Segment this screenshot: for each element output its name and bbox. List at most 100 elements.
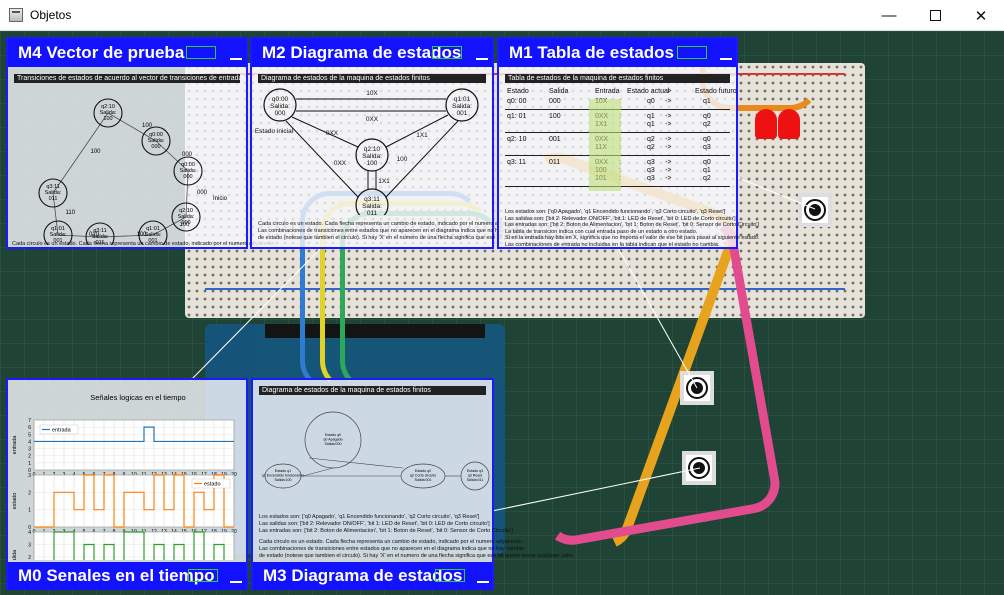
table-cell-salida: 001 (549, 136, 561, 143)
panel-m1-tabla[interactable]: M1 Tabla de estados Tabla de estados de … (497, 37, 759, 249)
state-circle (43, 220, 73, 245)
state-label: q3:11 (46, 184, 59, 190)
legend-label: entrada (52, 428, 72, 434)
table-cell-actual: q2 (647, 144, 655, 151)
panel-header: Transiciones de estados de acuerdo al ve… (14, 74, 240, 83)
node-label: Salida:100 (275, 478, 292, 482)
note-line: Las salidas son: ['bit 2: Relevador ON/O… (505, 215, 736, 222)
node-label: Estado q2 (415, 469, 431, 473)
svg-text:Salida:: Salida: (362, 153, 382, 160)
y-tick-label: 4 (28, 439, 31, 445)
state-label: q2:10 (179, 208, 193, 214)
transition-arrow (155, 140, 189, 172)
table-cell-actual: q3 (647, 175, 655, 182)
state-circle (38, 178, 68, 208)
panel-footer: Cada circulo es un estado. Cada flecha r… (258, 221, 522, 227)
state-label: Salida: (180, 168, 197, 174)
y-tick-label: 3 (28, 447, 31, 453)
panel-m3-diagrama[interactable]: Diagrama de estados de la maquina de est… (251, 378, 575, 590)
edge-label: 100 (180, 222, 191, 228)
y-axis-label: estado (12, 493, 18, 510)
panel-minimize[interactable] (477, 581, 489, 583)
edge-label: 110 (66, 210, 76, 216)
svg-text:Salida:: Salida: (362, 203, 382, 210)
chart-title: Señales logicas en el tiempo (90, 393, 185, 402)
panel-minimize[interactable] (230, 581, 242, 583)
table-cell-arrow: -> (665, 144, 672, 151)
y-tick-label: 5 (28, 432, 31, 438)
note-line: Las salidas son: ['bit 2: Relevador ON/O… (259, 520, 490, 527)
table-cell-futuro: q3 (703, 144, 711, 151)
svg-text:1X1: 1X1 (416, 132, 428, 139)
node-label: Salida:000 (325, 442, 342, 446)
fiducial-marker (798, 193, 832, 227)
panel-footer: de estado (notese que tambien el circulo… (258, 235, 574, 241)
note-line: Las entradas son: ['bit 2: Boton de Alim… (505, 222, 759, 228)
state-label: 001 (148, 238, 157, 244)
panel-header: Diagrama de estados de la maquina de est… (259, 386, 486, 395)
table-cell-estado: q2: 10 (507, 136, 527, 143)
transition-arrow (302, 467, 334, 477)
state-label: 100 (181, 220, 190, 226)
state-circle (171, 202, 201, 232)
table-cell-salida: 000 (549, 98, 561, 105)
y-tick-label: 0 (28, 468, 31, 474)
edge-label: 100 (91, 149, 102, 155)
table-cell-estado: q0: 00 (507, 98, 527, 105)
svg-text:0XX: 0XX (326, 130, 339, 137)
panel-m4-vector-prueba[interactable]: M4 Vector de prueba Transiciones de esta… (6, 37, 276, 249)
panel-m2-diagrama[interactable]: M2 Diagrama de estados Diagrama de estad… (250, 37, 574, 249)
panel-minimize[interactable] (230, 58, 242, 60)
table-cell-arrow: -> (665, 175, 672, 182)
state-label: 011 (49, 196, 58, 202)
maximize-button[interactable] (912, 0, 958, 31)
table-cell-estado: q1: 01 (507, 113, 527, 120)
y-tick-label: 3 (28, 543, 31, 549)
svg-text:q2:10: q2:10 (364, 146, 381, 153)
node-label: Salida:011 (467, 478, 484, 482)
panel-toggle[interactable] (186, 46, 216, 59)
panel-footer: Cada circulo es un estado. Cada flecha r… (12, 241, 276, 247)
svg-text:100: 100 (367, 160, 378, 167)
close-button[interactable]: ✕ (958, 0, 1004, 31)
table-cell-futuro: q1 (703, 98, 711, 105)
node-label: Estado q3 (467, 469, 483, 473)
state-label: q1:01 (146, 226, 160, 232)
y-tick-label: 3 (28, 473, 31, 479)
y-tick-label: 7 (28, 418, 31, 424)
transition-arrow (152, 216, 187, 236)
panel-minimize[interactable] (476, 58, 488, 60)
svg-text:Estado inicial: Estado inicial (255, 128, 294, 135)
m4-state-ring: q2:10Salida:100q0:00Salida:000q0:00Salid… (38, 98, 228, 245)
y-tick-label: 2 (28, 490, 31, 496)
panel-minimize[interactable] (720, 58, 732, 60)
note-line: Las combinaciones de entrada no incluida… (505, 241, 720, 248)
transition-arrow (52, 112, 109, 194)
panel-toggle[interactable] (435, 569, 465, 582)
table-cell-arrow: -> (665, 98, 672, 105)
svg-text:1X1: 1X1 (378, 178, 390, 185)
title-bar: Objetos — ✕ (0, 0, 1004, 31)
svg-text:000: 000 (275, 110, 286, 117)
panel-toggle[interactable] (188, 569, 218, 582)
panel-toggle[interactable] (432, 46, 462, 59)
start-label: Inicio (213, 196, 228, 202)
panel-m0-senales[interactable]: Señales logicas en el tiempo012345678910… (6, 378, 248, 590)
node-label: Estado q1 (275, 469, 291, 473)
signals-chart: Señales logicas en el tiempo012345678910… (12, 393, 237, 560)
table-cell-arrow: -> (665, 121, 672, 128)
state-label: q0:00 (181, 162, 195, 168)
node-label: q0 Apagado (323, 438, 342, 442)
series-line-estado (34, 474, 234, 528)
table-cell-futuro: q2 (703, 175, 711, 182)
app-icon (9, 8, 23, 22)
transition-arrow (308, 457, 404, 469)
panel-toggle[interactable] (677, 46, 707, 59)
legend-box (191, 478, 231, 489)
table-cell-futuro: q1 (703, 167, 711, 174)
table-cell-futuro: q0 (703, 136, 711, 143)
minimize-button[interactable]: — (866, 0, 912, 31)
state-label: Salida: (50, 232, 67, 238)
y-tick-label: 1 (28, 508, 31, 514)
